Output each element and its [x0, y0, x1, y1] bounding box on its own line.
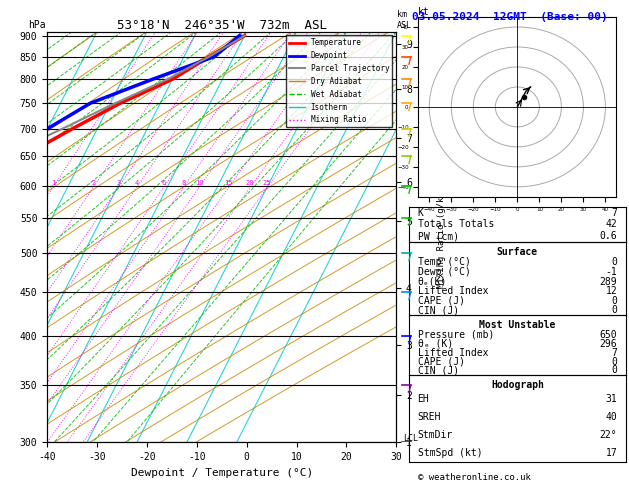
- Text: hPa: hPa: [28, 19, 45, 30]
- Text: 10: 10: [195, 180, 203, 186]
- Text: km
ASL: km ASL: [397, 10, 412, 30]
- Text: kt: kt: [418, 7, 430, 17]
- Text: CIN (J): CIN (J): [418, 365, 459, 376]
- Text: 31: 31: [606, 394, 617, 404]
- Text: 7: 7: [611, 208, 617, 218]
- Text: Lifted Index: Lifted Index: [418, 286, 488, 296]
- Text: CAPE (J): CAPE (J): [418, 295, 465, 306]
- Text: 0.6: 0.6: [599, 231, 617, 242]
- Text: LCL: LCL: [403, 434, 418, 443]
- Text: 0: 0: [611, 357, 617, 366]
- Text: 12: 12: [606, 286, 617, 296]
- Text: 20: 20: [246, 180, 254, 186]
- X-axis label: Dewpoint / Temperature (°C): Dewpoint / Temperature (°C): [131, 468, 313, 478]
- Text: 650: 650: [599, 330, 617, 340]
- Text: Surface: Surface: [497, 247, 538, 258]
- Text: -1: -1: [606, 267, 617, 277]
- Text: SREH: SREH: [418, 412, 441, 422]
- Text: 03.05.2024  12GMT  (Base: 00): 03.05.2024 12GMT (Base: 00): [412, 12, 608, 22]
- Text: Temp (°C): Temp (°C): [418, 258, 470, 267]
- Text: θₑ (K): θₑ (K): [418, 339, 453, 348]
- Text: 15: 15: [225, 180, 233, 186]
- Text: 0: 0: [611, 365, 617, 376]
- Text: 22°: 22°: [599, 430, 617, 440]
- Title: 53°18'N  246°35'W  732m  ASL: 53°18'N 246°35'W 732m ASL: [117, 18, 326, 32]
- Text: EH: EH: [418, 394, 429, 404]
- Text: 6: 6: [162, 180, 166, 186]
- Text: 296: 296: [599, 339, 617, 348]
- Text: Lifted Index: Lifted Index: [418, 347, 488, 358]
- Text: 0: 0: [611, 258, 617, 267]
- Text: 40: 40: [606, 412, 617, 422]
- Text: StmSpd (kt): StmSpd (kt): [418, 448, 482, 458]
- Text: 1: 1: [51, 180, 55, 186]
- Text: StmDir: StmDir: [418, 430, 453, 440]
- Text: Most Unstable: Most Unstable: [479, 320, 555, 330]
- Legend: Temperature, Dewpoint, Parcel Trajectory, Dry Adiabat, Wet Adiabat, Isotherm, Mi: Temperature, Dewpoint, Parcel Trajectory…: [286, 35, 392, 127]
- Text: 0: 0: [611, 305, 617, 315]
- Text: 7: 7: [611, 347, 617, 358]
- Text: 17: 17: [606, 448, 617, 458]
- Text: © weatheronline.co.uk: © weatheronline.co.uk: [418, 473, 532, 482]
- Text: 4: 4: [135, 180, 139, 186]
- Text: 2: 2: [91, 180, 96, 186]
- Text: 289: 289: [599, 277, 617, 287]
- Text: θₑ(K): θₑ(K): [418, 277, 447, 287]
- Text: Pressure (mb): Pressure (mb): [418, 330, 494, 340]
- Text: Mixing Ratio (g/kg): Mixing Ratio (g/kg): [437, 186, 446, 288]
- Text: 0: 0: [611, 295, 617, 306]
- Text: CIN (J): CIN (J): [418, 305, 459, 315]
- Text: Hodograph: Hodograph: [491, 380, 544, 390]
- Text: 8: 8: [181, 180, 186, 186]
- Text: PW (cm): PW (cm): [418, 231, 459, 242]
- Text: 3: 3: [116, 180, 121, 186]
- Text: K: K: [418, 208, 423, 218]
- Text: CAPE (J): CAPE (J): [418, 357, 465, 366]
- Text: 25: 25: [263, 180, 271, 186]
- Text: Totals Totals: Totals Totals: [418, 219, 494, 229]
- Text: 42: 42: [606, 219, 617, 229]
- Text: Dewp (°C): Dewp (°C): [418, 267, 470, 277]
